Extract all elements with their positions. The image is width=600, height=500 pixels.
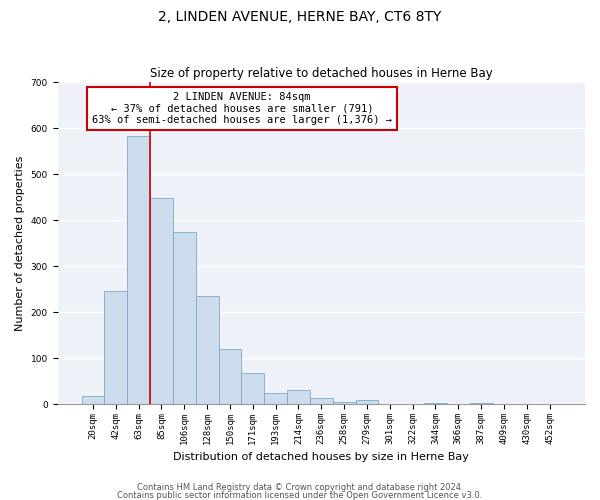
Bar [104, 290, 127, 405]
Text: Contains public sector information licensed under the Open Government Licence v3: Contains public sector information licen… [118, 490, 482, 500]
Text: 2 LINDEN AVENUE: 84sqm
← 37% of detached houses are smaller (791)
63% of semi-de: 2 LINDEN AVENUE: 84sqm ← 37% of detached… [92, 92, 392, 125]
Bar [196, 296, 218, 405]
Bar [127, 136, 150, 404]
Bar [424, 403, 447, 404]
Text: 2, LINDEN AVENUE, HERNE BAY, CT6 8TY: 2, LINDEN AVENUE, HERNE BAY, CT6 8TY [158, 10, 442, 24]
Bar [150, 198, 173, 404]
Bar [173, 232, 196, 404]
Bar [82, 396, 104, 404]
Text: Contains HM Land Registry data © Crown copyright and database right 2024.: Contains HM Land Registry data © Crown c… [137, 484, 463, 492]
Title: Size of property relative to detached houses in Herne Bay: Size of property relative to detached ho… [150, 66, 493, 80]
Bar [264, 393, 287, 404]
Bar [287, 390, 310, 404]
Bar [332, 402, 356, 404]
Bar [356, 400, 379, 404]
Bar [218, 348, 241, 405]
Bar [241, 374, 264, 404]
Y-axis label: Number of detached properties: Number of detached properties [15, 156, 25, 331]
Bar [310, 398, 332, 404]
X-axis label: Distribution of detached houses by size in Herne Bay: Distribution of detached houses by size … [173, 452, 469, 462]
